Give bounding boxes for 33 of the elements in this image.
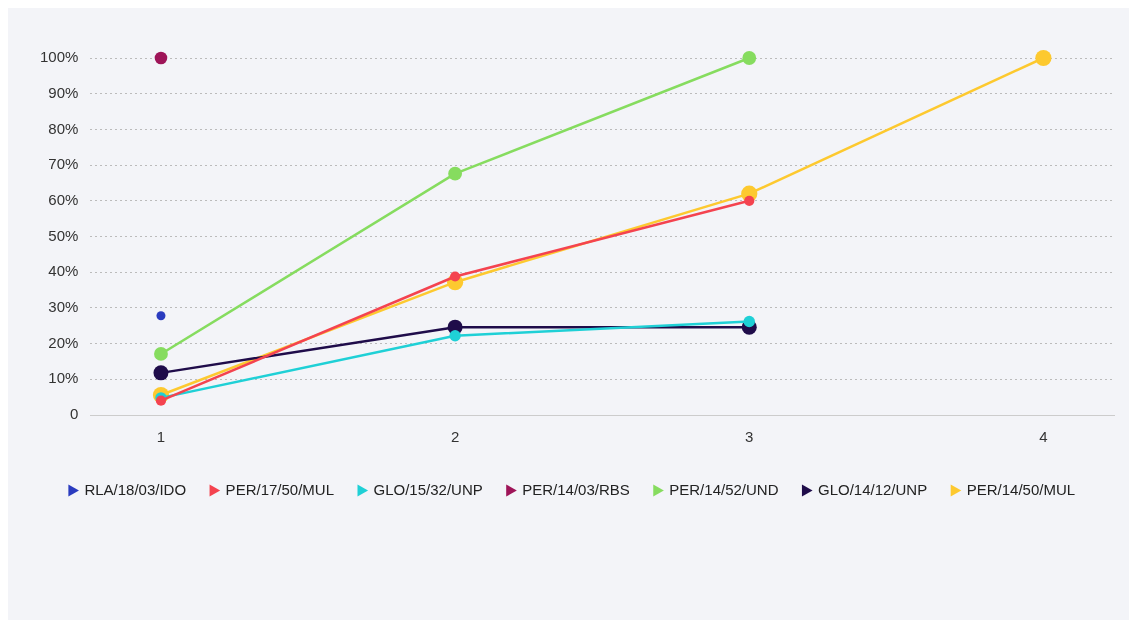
point	[449, 330, 461, 342]
point	[448, 166, 463, 181]
point	[744, 195, 755, 206]
point	[450, 271, 461, 282]
point	[153, 365, 169, 381]
legend-label: PER/14/52/UND	[669, 480, 779, 498]
point	[1035, 49, 1052, 67]
y-tick-label: 10%	[48, 369, 79, 387]
y-tick-label: 60%	[48, 190, 79, 208]
y-tick-label: 0	[70, 405, 79, 423]
point	[154, 51, 168, 65]
point	[154, 347, 168, 361]
x-tick-label: 3	[745, 428, 754, 446]
legend-label: RLA/18/03/IDO	[84, 480, 187, 498]
legend-label: PER/17/50/MUL	[225, 480, 335, 498]
legend-label: GLO/14/12/UNP	[817, 480, 928, 498]
x-tick-label: 1	[156, 428, 166, 446]
point	[742, 51, 757, 65]
y-tick-label: 20%	[48, 333, 79, 351]
y-tick-label: 70%	[48, 155, 79, 173]
x-tick-label: 4	[1039, 428, 1048, 446]
y-tick-label: 90%	[48, 83, 79, 101]
y-tick-label: 40%	[48, 262, 79, 280]
y-tick-label: 50%	[48, 226, 79, 244]
point	[743, 315, 755, 328]
legend-label: PER/14/50/MUL	[966, 480, 1076, 498]
y-tick-label: 100%	[39, 48, 79, 66]
point	[156, 311, 166, 321]
x-tick-label: 2	[450, 428, 460, 446]
y-tick-label: 80%	[48, 119, 79, 137]
legend-label: PER/14/03/RBS	[522, 480, 630, 498]
y-tick-label: 30%	[48, 298, 79, 316]
legend-label: GLO/15/32/UNP	[373, 480, 483, 498]
